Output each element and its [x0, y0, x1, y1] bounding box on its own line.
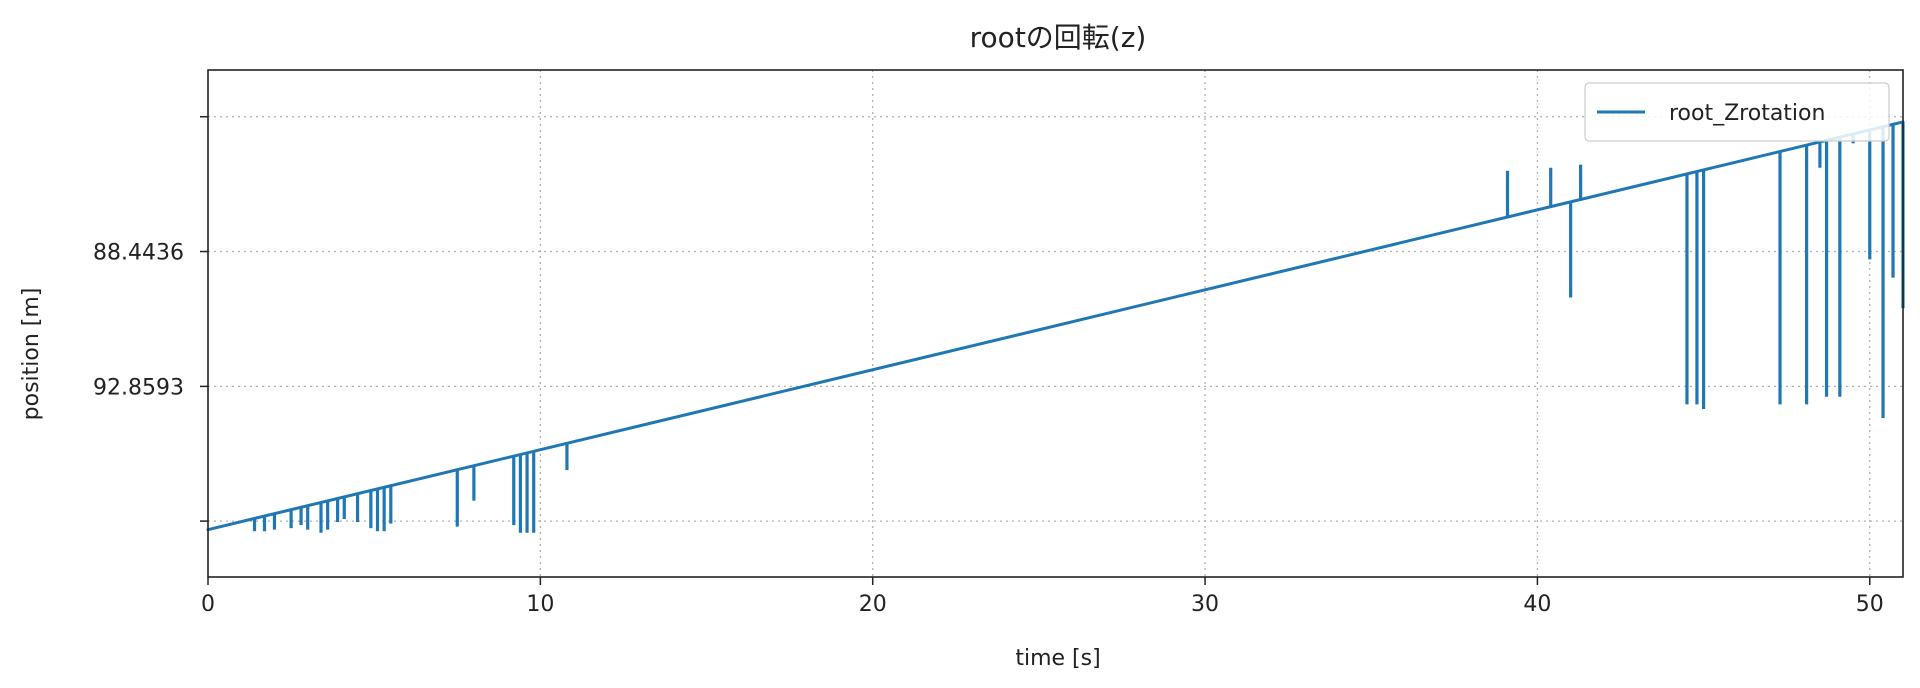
legend: root_Zrotation	[1584, 82, 1890, 142]
x-axis-ticks: 0 10 20 30 40 50	[201, 577, 1884, 617]
legend-box	[1584, 82, 1890, 142]
x-tick-label: 50	[1856, 592, 1884, 617]
grid	[208, 70, 1903, 577]
series-layer	[206, 120, 1905, 533]
x-tick-label: 40	[1523, 592, 1551, 617]
y-axis-label: position [m]	[19, 288, 44, 421]
x-tick-label: 30	[1191, 592, 1219, 617]
y-axis-ticks: 88.4436 92.8593	[93, 115, 208, 522]
x-tick-label: 20	[859, 592, 887, 617]
y-tick-label: 88.4436	[93, 241, 184, 266]
x-axis-label: time [s]	[1015, 646, 1100, 671]
y-tick-label: 92.8593	[93, 375, 184, 400]
series-line-root-zrotation	[206, 120, 1905, 532]
chart-title: rootの回転(z)	[970, 21, 1147, 54]
plot-area-frame	[207, 69, 1904, 578]
x-tick-label: 0	[201, 592, 215, 617]
x-tick-label: 10	[526, 592, 554, 617]
legend-label-root-zrotation: root_Zrotation	[1669, 101, 1825, 126]
